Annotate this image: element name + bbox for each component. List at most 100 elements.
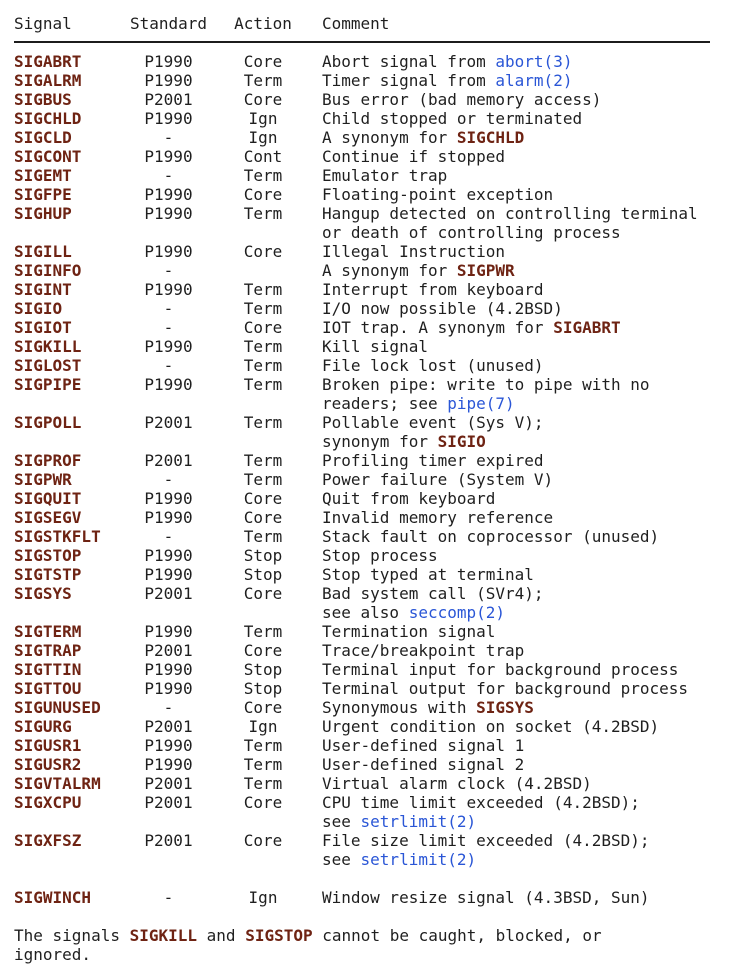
action-cell: Stop (243, 565, 283, 584)
man-page-link[interactable]: seccomp(2) (408, 603, 506, 622)
signal-name-cell: SIGFPE (14, 185, 72, 204)
table-header: Signal Standard Action Comment (14, 14, 725, 33)
standard-cell: P1990 (144, 242, 193, 261)
signal-name-cell: SIGHUP (14, 204, 72, 223)
man-page-link[interactable]: alarm(2) (495, 71, 573, 90)
signal-name-cell: SIGSTKFLT (14, 527, 101, 546)
signal-name-cell: SIGUSR1 (14, 736, 82, 755)
table-row: SIGEMT - Term Emulator trap (14, 166, 725, 185)
comment-cell: I/O now possible (4.2BSD) (322, 299, 563, 318)
action-cell: Term (243, 356, 283, 375)
standard-cell: P2001 (144, 584, 193, 603)
comment-cell: Termination signal (322, 622, 496, 641)
signal-name-cell: SIGINFO (14, 261, 82, 280)
standard-cell: - (163, 888, 174, 907)
comment-cell: Broken pipe: write to pipe with no reade… (322, 375, 650, 413)
action-cell: Term (243, 774, 283, 793)
table-row: SIGSYS P2001 Core Bad system call (SVr4); s… (14, 584, 725, 622)
signal-name-cell: SIGPWR (14, 470, 72, 489)
signal-name-cell: SIGSYS (14, 584, 72, 603)
table-row: SIGSTOP P1990 Stop Stop process (14, 546, 725, 565)
standard-cell: - (163, 356, 174, 375)
comment-cell: Abort signal from abort(3) (322, 52, 573, 71)
signal-reference: SIGKILL (129, 926, 198, 945)
comment-cell: Hangup detected on controlling terminal … (322, 204, 698, 242)
table-row: SIGUSR2 P1990 Term User-defined signal 2 (14, 755, 725, 774)
table-row: SIGPWR - Term Power failure (System V) (14, 470, 725, 489)
signal-reference: SIGCHLD (456, 128, 525, 147)
table-row: SIGILL P1990 Core Illegal Instruction (14, 242, 725, 261)
table-row: SIGIO - Term I/O now possible (4.2BSD) (14, 299, 725, 318)
man-page-link[interactable]: setrlimit(2) (360, 850, 477, 869)
comment-cell: User-defined signal 1 (322, 736, 525, 755)
comment-cell: Pollable event (Sys V); synonym for SIGI… (322, 413, 544, 451)
man-page-link[interactable]: abort(3) (495, 52, 573, 71)
action-cell: Term (243, 299, 283, 318)
signal-name-cell: SIGCLD (14, 128, 72, 147)
table-row: SIGCLD - Ign A synonym for SIGCHLD (14, 128, 725, 147)
standard-cell: - (163, 318, 174, 337)
man-page-link[interactable]: pipe(7) (447, 394, 515, 413)
table-row: SIGLOST - Term File lock lost (unused) (14, 356, 725, 375)
standard-cell: P2001 (144, 641, 193, 660)
signal-name-cell: SIGTRAP (14, 641, 82, 660)
table-row: SIGABRT P1990 Core Abort signal from abort(… (14, 52, 725, 71)
action-cell: Core (243, 489, 283, 508)
signal-name-cell: SIGTSTP (14, 565, 82, 584)
footer-note: The signals SIGKILL and SIGSTOP cannot b… (14, 926, 602, 964)
man-page-link[interactable]: setrlimit(2) (360, 812, 477, 831)
standard-cell: P1990 (144, 147, 193, 166)
standard-cell: P1990 (144, 622, 193, 641)
signal-name-cell: SIGKILL (14, 337, 82, 356)
table-row: SIGTTIN P1990 Stop Terminal input for backg… (14, 660, 725, 679)
comment-cell: Continue if stopped (322, 147, 506, 166)
comment-cell: Timer signal from alarm(2) (322, 71, 573, 90)
table-row: SIGXFSZ P2001 Core File size limit exceeded… (14, 831, 725, 869)
table-row: SIGSTKFLT - Term Stack fault on coprocessor… (14, 527, 725, 546)
signal-name-cell: SIGBUS (14, 90, 72, 109)
standard-cell: P2001 (144, 793, 193, 812)
signal-name-cell: SIGUNUSED (14, 698, 101, 717)
comment-cell: Bad system call (SVr4); see also seccomp… (322, 584, 544, 622)
comment-cell: Bus error (bad memory access) (322, 90, 602, 109)
standard-cell: P1990 (144, 736, 193, 755)
comment-cell: IOT trap. A synonym for SIGABRT (322, 318, 621, 337)
signal-name-cell: SIGXCPU (14, 793, 82, 812)
table-row: SIGTSTP P1990 Stop Stop typed at terminal (14, 565, 725, 584)
standard-cell: P1990 (144, 546, 193, 565)
standard-cell: P1990 (144, 109, 193, 128)
action-cell: Term (243, 166, 283, 185)
signal-name-cell: SIGVTALRM (14, 774, 101, 793)
signal-name-cell: SIGSTOP (14, 546, 82, 565)
table-row: SIGCHLD P1990 Ign Child stopped or terminat… (14, 109, 725, 128)
table-row: SIGIOT - Core IOT trap. A synonym for SIGAB… (14, 318, 725, 337)
table-row: SIGXCPU P2001 Core CPU time limit exceeded … (14, 793, 725, 831)
column-header-action: Action (234, 14, 292, 33)
standard-cell: P2001 (144, 451, 193, 470)
table-row: SIGPIPE P1990 Term Broken pipe: write to pi… (14, 375, 725, 413)
table-row: SIGBUS P2001 Core Bus error (bad memory acc… (14, 90, 725, 109)
signal-name-cell: SIGINT (14, 280, 72, 299)
standard-cell: P2001 (144, 90, 193, 109)
signal-name-cell: SIGUSR2 (14, 755, 82, 774)
signal-reference: SIGPWR (456, 261, 515, 280)
comment-cell: Stop typed at terminal (322, 565, 534, 584)
action-cell: Term (243, 622, 283, 641)
standard-cell: P2001 (144, 413, 193, 432)
comment-cell: Window resize signal (4.3BSD, Sun) (322, 888, 650, 907)
action-cell: Core (243, 508, 283, 527)
comment-cell: Synonymous with SIGSYS (322, 698, 534, 717)
comment-cell: Profiling timer expired (322, 451, 544, 470)
comment-cell: Interrupt from keyboard (322, 280, 544, 299)
action-cell: Ign (248, 717, 278, 736)
table-row: SIGTTOU P1990 Stop Terminal output for back… (14, 679, 725, 698)
table-row: SIGSEGV P1990 Core Invalid memory reference (14, 508, 725, 527)
table-row: SIGPROF P2001 Term Profiling timer expired (14, 451, 725, 470)
table-row-spacer (14, 869, 725, 888)
standard-cell: P1990 (144, 660, 193, 679)
table-row: SIGINT P1990 Term Interrupt from keyboard (14, 280, 725, 299)
standard-cell: - (163, 128, 174, 147)
standard-cell: P1990 (144, 755, 193, 774)
comment-cell: Quit from keyboard (322, 489, 496, 508)
standard-cell: - (163, 261, 174, 280)
